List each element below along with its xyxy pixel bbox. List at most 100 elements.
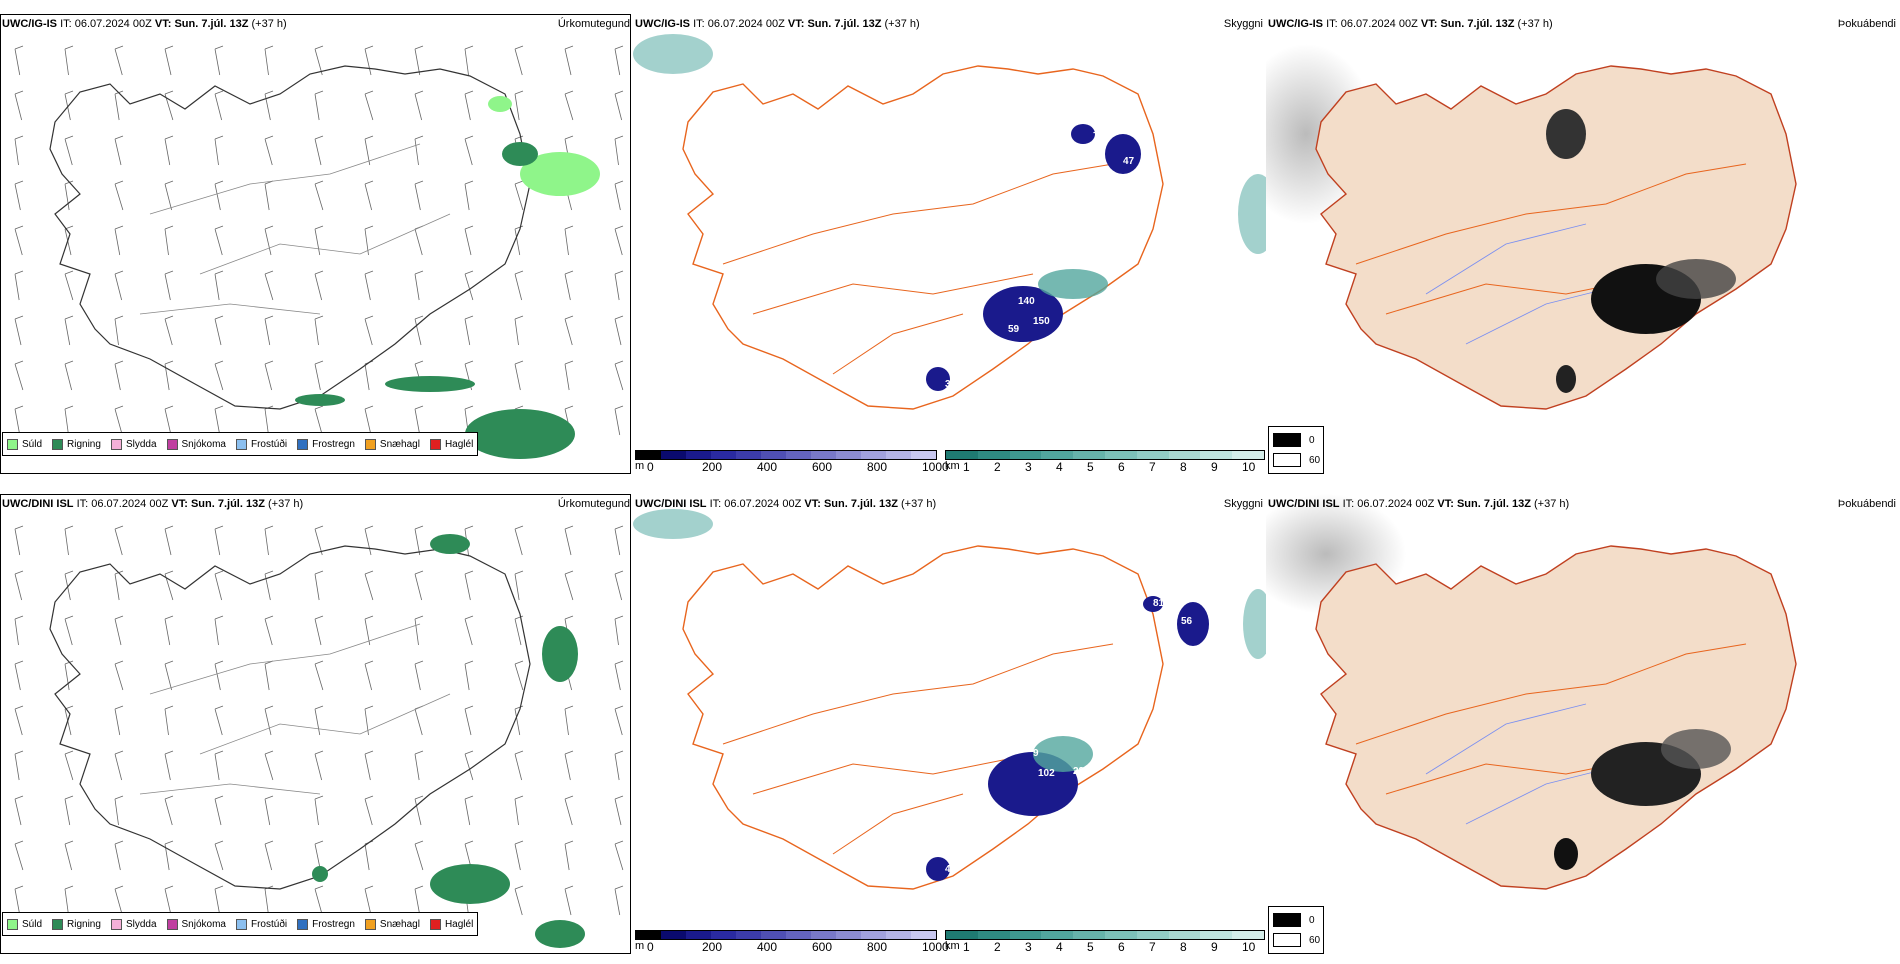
visibility-tick-label: 7 <box>1149 940 1156 954</box>
wind-barb <box>464 315 474 346</box>
cloud-base-number: 81 <box>1153 598 1165 609</box>
visibility-color-step <box>1104 931 1137 939</box>
wind-barb <box>614 570 624 601</box>
precip-legend-swatch <box>166 438 178 450</box>
ceiling-unit: m <box>635 940 645 952</box>
panel-precip-type-row1: UWC/IG-IS IT: 06.07.2024 00Z VT: Sun. 7.… <box>0 14 633 484</box>
it-label: IT: <box>1342 498 1355 510</box>
fog-map-row2 <box>1266 494 1797 890</box>
ceiling-colorbar <box>635 450 937 460</box>
vt-label: VT: <box>1437 498 1454 510</box>
wind-barb <box>314 90 324 121</box>
wind-barb <box>64 705 74 736</box>
wind-barb <box>514 225 524 256</box>
visibility-color-step <box>1041 451 1074 459</box>
precip-legend-swatch <box>364 918 376 930</box>
precip-legend-item: Rigning <box>52 918 101 930</box>
precip-legend-label: Rigning <box>67 438 101 450</box>
wind-barb <box>264 180 274 211</box>
it-value: 06.07.2024 00Z <box>724 498 802 510</box>
wind-barb <box>564 570 574 601</box>
ceiling-color-step <box>811 931 836 939</box>
wind-barb <box>114 315 124 346</box>
wind-barb <box>214 885 224 916</box>
panel-cloud-row2: 81 56 60 79 9 102 22 43 UWC/DINI ISL IT: 06.07.… <box>633 494 1266 964</box>
wind-barb <box>414 840 424 871</box>
visibility-color-step <box>1168 931 1201 939</box>
header-row2-cloud: UWC/DINI ISL IT: 06.07.2024 00Z VT: Sun.… <box>635 498 936 510</box>
wind-barb <box>164 180 174 211</box>
precip-legend-item: Haglél <box>429 918 474 930</box>
vt-label: VT: <box>171 498 188 510</box>
vt-label: VT: <box>1420 18 1438 30</box>
visibility-color-step <box>1041 931 1074 939</box>
visibility-tick-label: 8 <box>1180 940 1187 954</box>
precip-legend-swatch <box>297 918 309 930</box>
wind-barb <box>614 270 624 301</box>
fog-legend-swatch <box>1273 433 1301 447</box>
model-name: UWC/IG-IS <box>635 18 690 30</box>
wind-barb <box>414 615 424 646</box>
wind-barb <box>564 360 574 391</box>
cloud-map-row2: 81 56 60 79 9 102 22 43 <box>633 509 1266 890</box>
wind-barb <box>164 405 174 436</box>
wind-barb <box>264 45 274 76</box>
wind-barb <box>314 615 324 646</box>
wind-barb <box>614 135 624 166</box>
ceiling-tick-label: 600 <box>812 940 833 954</box>
wind-barb <box>264 90 274 121</box>
visibility-color-step <box>1232 931 1264 939</box>
wind-barb <box>514 750 524 781</box>
ceiling-color-step <box>861 931 886 939</box>
precip-legend-item: Frostúði <box>235 438 287 450</box>
wind-barb <box>164 135 174 166</box>
visibility-tick-label: 8 <box>1180 460 1187 474</box>
header-row1-cloud: UWC/IG-IS IT: 06.07.2024 00Z VT: Sun. 7.… <box>635 18 920 30</box>
visibility-tick-label: 6 <box>1118 460 1125 474</box>
lead-time: (+37 h) <box>1517 18 1553 30</box>
wind-barb <box>64 360 74 391</box>
precip-legend-label: Súld <box>22 438 43 450</box>
it-value: 06.07.2024 00Z <box>707 18 785 30</box>
lead-time: (+37 h) <box>900 498 937 510</box>
visibility-tick-label: 9 <box>1211 940 1218 954</box>
ceiling-unit: m <box>635 460 645 472</box>
precip-legend-swatch <box>110 918 122 930</box>
wind-barb <box>564 270 574 301</box>
wind-barb <box>464 225 474 256</box>
fog-legend: 0 60 <box>1268 426 1324 474</box>
precip-legend-label: Slydda <box>125 918 157 930</box>
wind-barb <box>14 360 24 391</box>
header-row1: UWC/IG-IS IT: 06.07.2024 00Z VT: Sun. 7.… <box>2 18 287 30</box>
cloud-base-number: 60 <box>1053 722 1065 733</box>
it-value: 06.07.2024 00Z <box>1340 18 1418 30</box>
wind-barb <box>514 525 524 556</box>
ceiling-color-step <box>736 931 761 939</box>
wind-barb <box>314 570 324 601</box>
it-label: IT: <box>693 18 705 30</box>
wind-barb <box>214 840 224 871</box>
wind-barb <box>264 615 274 646</box>
wind-barb <box>414 570 424 601</box>
visibility-color-step <box>1168 451 1201 459</box>
precip-legend-label: Haglél <box>444 918 474 930</box>
lead-time: (+37 h) <box>1533 498 1570 510</box>
wind-barb <box>264 360 274 391</box>
ceiling-color-step <box>886 931 911 939</box>
wind-barb <box>64 315 74 346</box>
wind-barb <box>414 45 424 76</box>
visibility-tick-label: 3 <box>1025 460 1032 474</box>
visibility-color-step <box>946 451 978 459</box>
visibility-colorbar <box>945 930 1265 940</box>
it-label: IT: <box>76 498 89 510</box>
wind-barb <box>114 225 124 256</box>
cloud-numbers: 81 56 60 79 9 102 22 43 <box>945 598 1193 875</box>
wind-barb <box>64 525 74 556</box>
lead-time: (+37 h) <box>267 498 304 510</box>
wind-barb <box>614 525 624 556</box>
vt-label: VT: <box>804 498 821 510</box>
wind-barb <box>364 360 374 391</box>
precip-legend-label: Snjókoma <box>181 918 226 930</box>
wind-barb <box>314 525 324 556</box>
wind-barb <box>114 405 124 436</box>
